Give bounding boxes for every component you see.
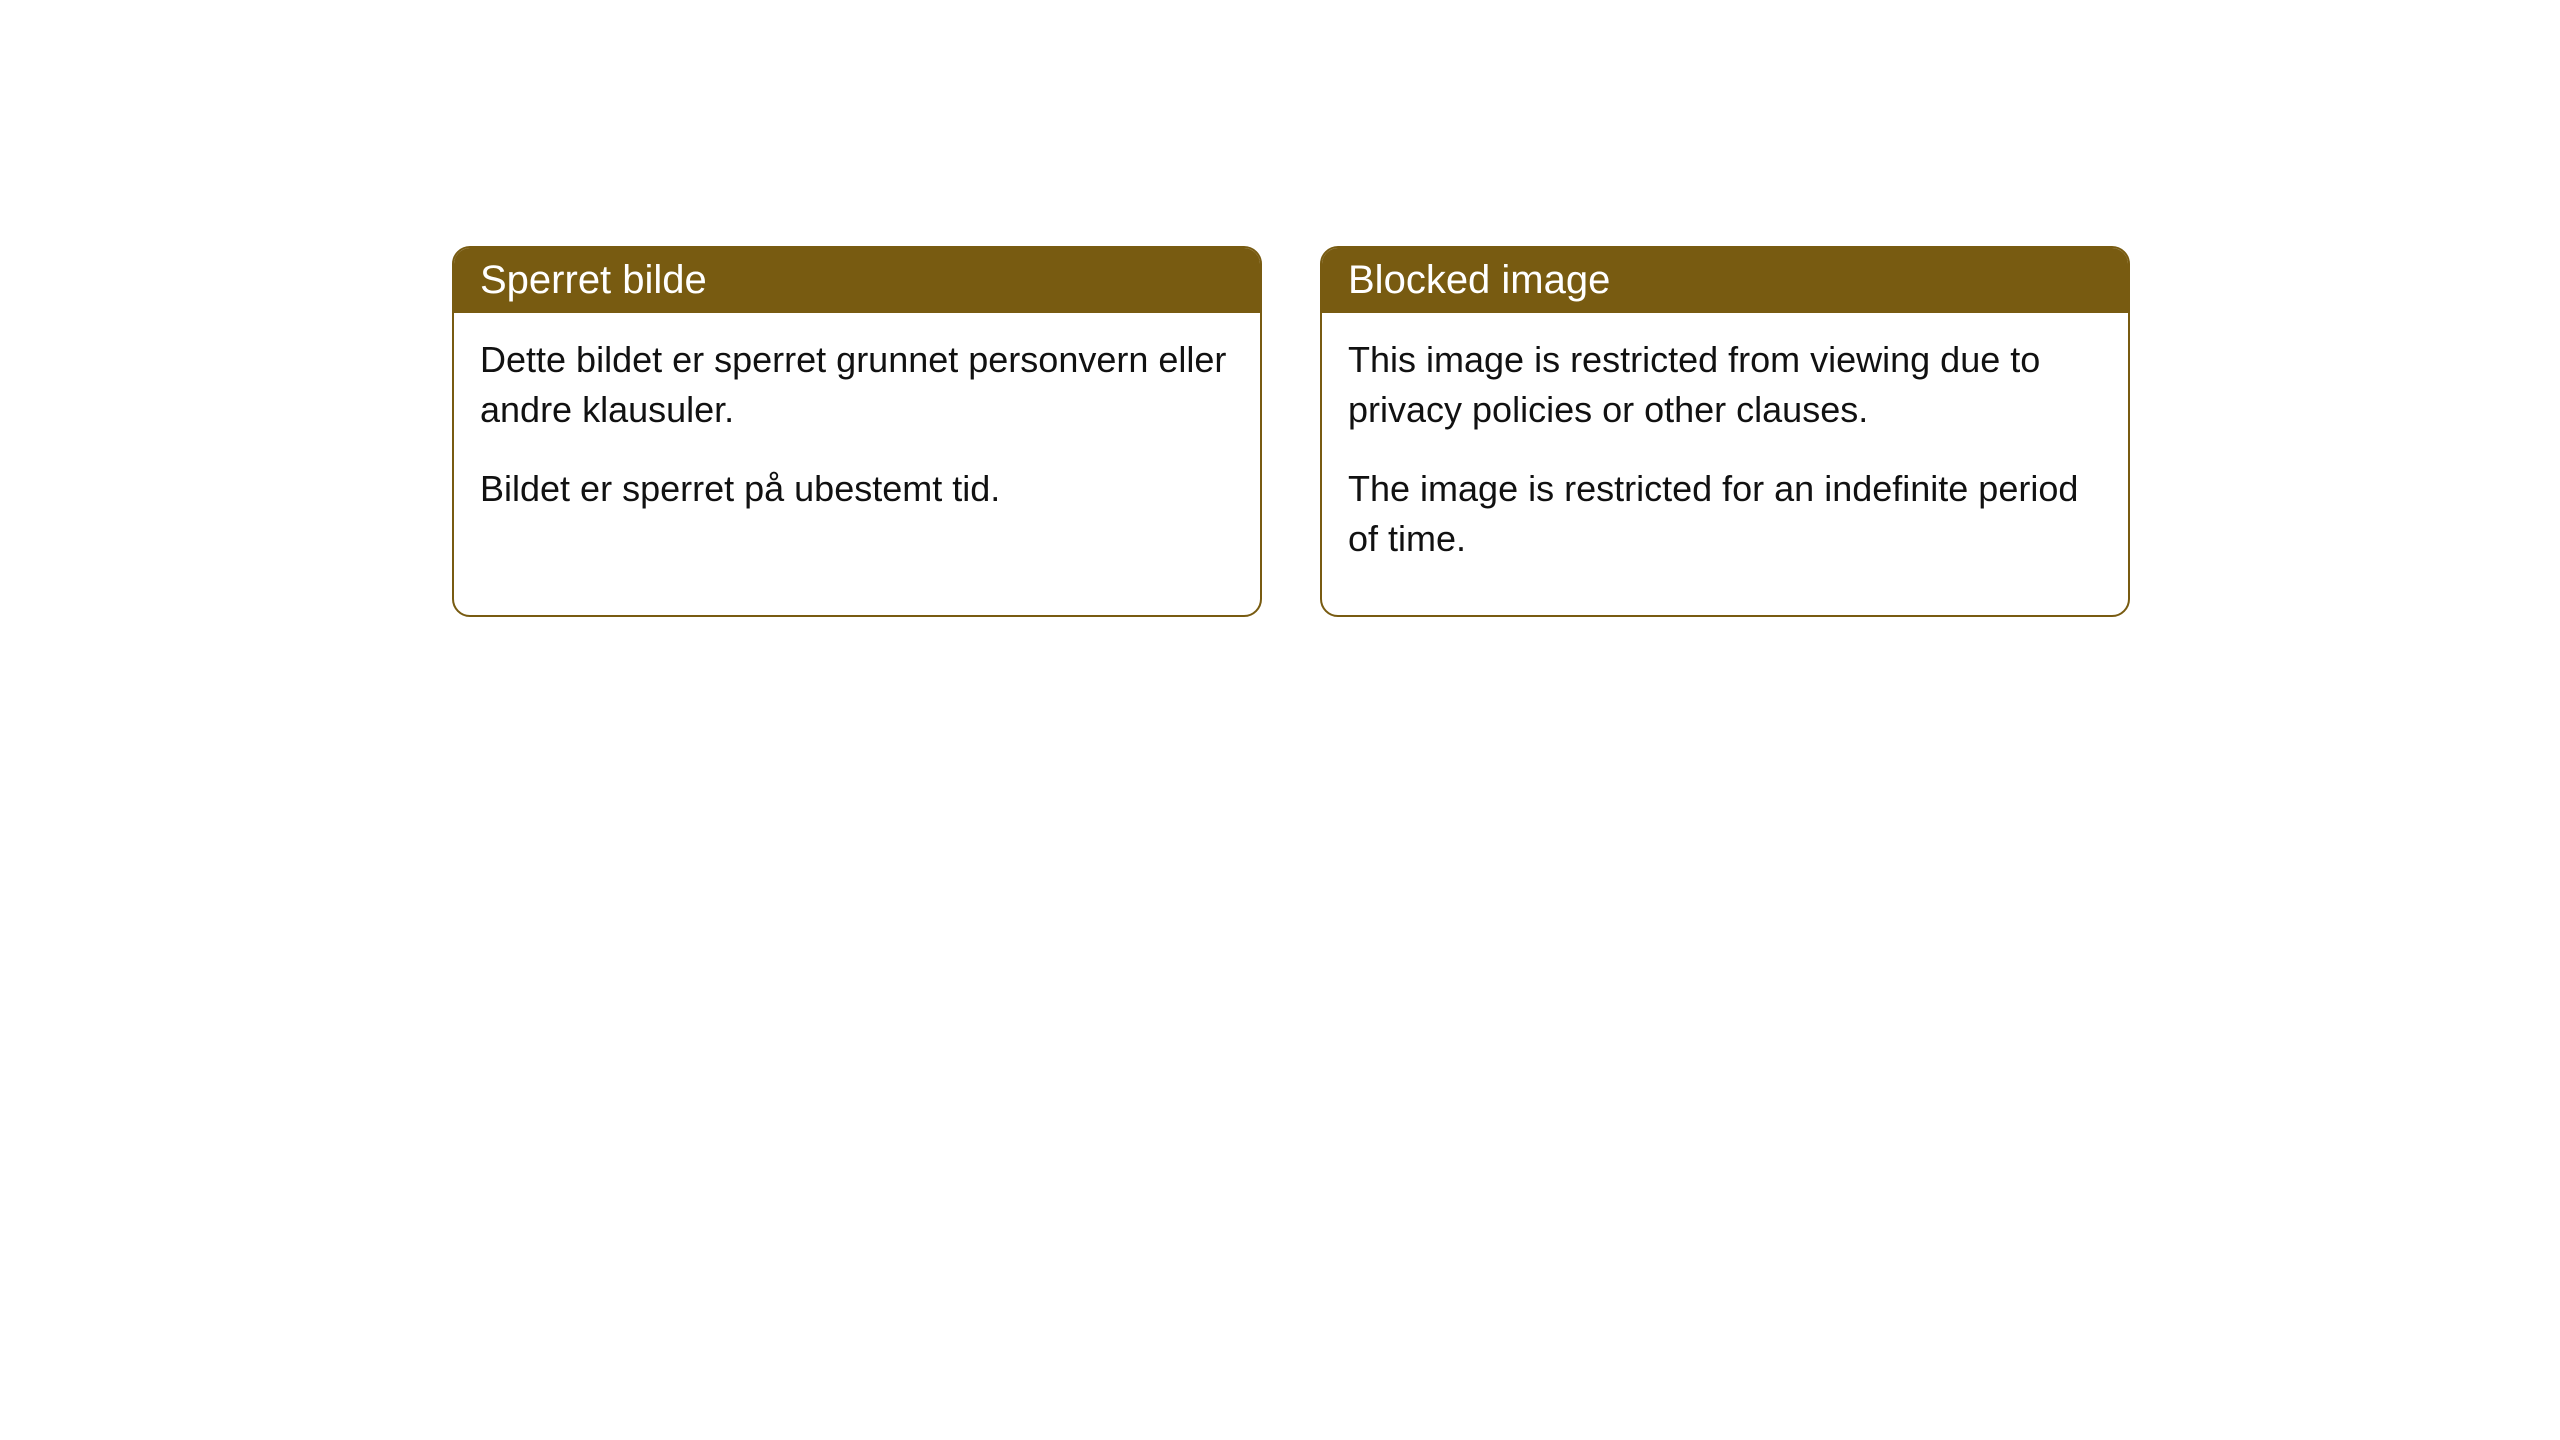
card-paragraph-no-2: Bildet er sperret på ubestemt tid. bbox=[480, 464, 1234, 514]
notice-cards-container: Sperret bilde Dette bildet er sperret gr… bbox=[452, 246, 2130, 617]
blocked-image-card-no: Sperret bilde Dette bildet er sperret gr… bbox=[452, 246, 1262, 617]
card-body-no: Dette bildet er sperret grunnet personve… bbox=[454, 313, 1260, 564]
card-paragraph-no-1: Dette bildet er sperret grunnet personve… bbox=[480, 335, 1234, 436]
blocked-image-card-en: Blocked image This image is restricted f… bbox=[1320, 246, 2130, 617]
card-body-en: This image is restricted from viewing du… bbox=[1322, 313, 2128, 615]
card-header-en: Blocked image bbox=[1322, 248, 2128, 313]
card-title-no: Sperret bilde bbox=[480, 258, 707, 302]
card-title-en: Blocked image bbox=[1348, 258, 1610, 302]
card-paragraph-en-1: This image is restricted from viewing du… bbox=[1348, 335, 2102, 436]
card-paragraph-en-2: The image is restricted for an indefinit… bbox=[1348, 464, 2102, 565]
card-header-no: Sperret bilde bbox=[454, 248, 1260, 313]
